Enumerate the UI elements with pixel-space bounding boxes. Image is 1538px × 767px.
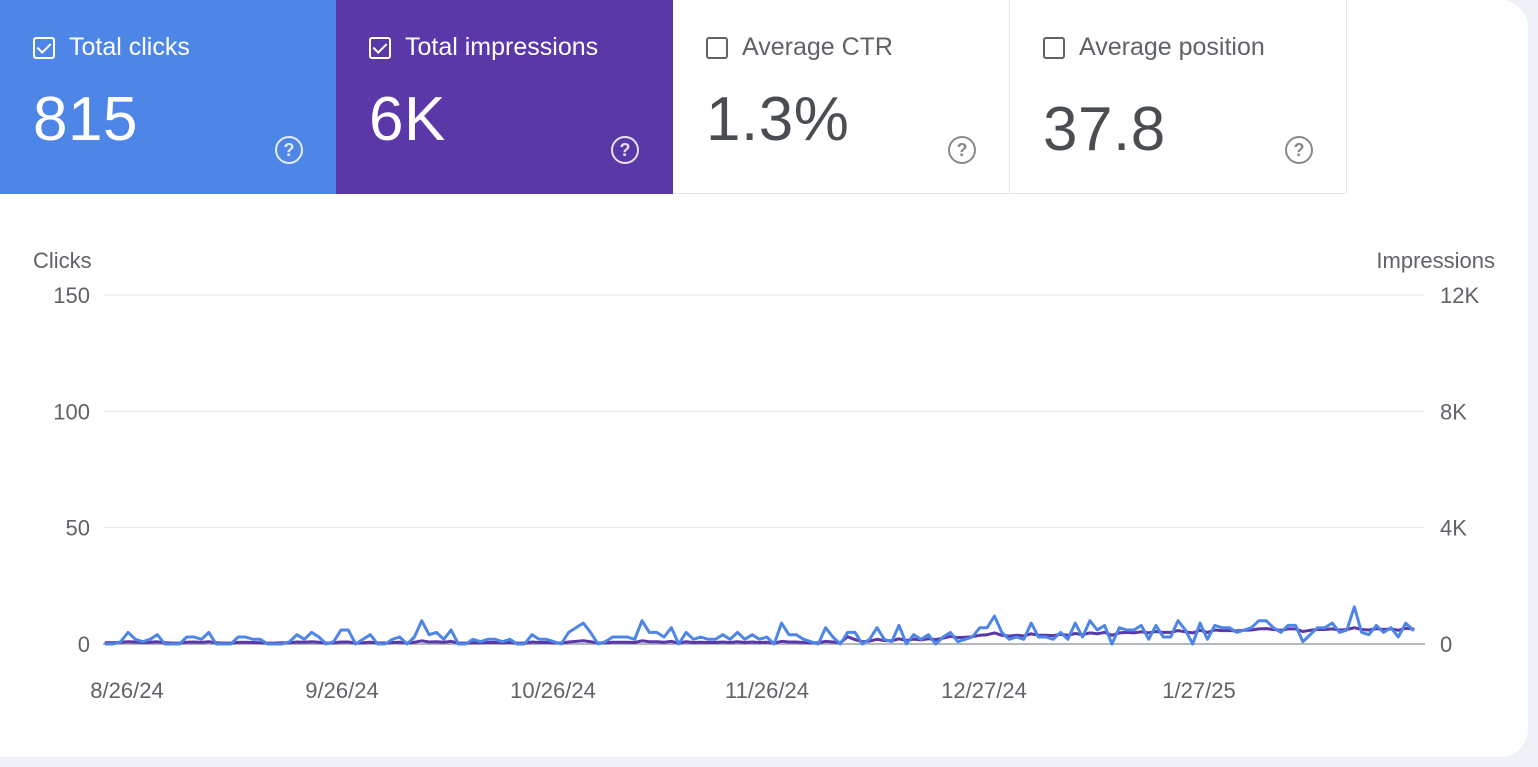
y-left-tick-label: 0 bbox=[78, 632, 90, 657]
metric-header: Average CTR bbox=[706, 33, 893, 62]
metric-value: 37.8 bbox=[1043, 95, 1166, 164]
metric-tile-average-ctr[interactable]: Average CTR 1.3% ? bbox=[673, 0, 1010, 194]
checkbox-checked-icon[interactable] bbox=[33, 36, 55, 59]
series-line-clicks bbox=[104, 605, 1415, 646]
checkbox-unchecked-icon[interactable] bbox=[1043, 36, 1065, 59]
checkbox-unchecked-icon[interactable] bbox=[706, 36, 728, 59]
metric-header: Total clicks bbox=[33, 33, 190, 62]
x-tick-label: 10/26/24 bbox=[510, 678, 596, 703]
x-tick-label: 8/26/24 bbox=[90, 678, 163, 703]
help-icon[interactable]: ? bbox=[948, 136, 976, 164]
metric-tile-average-position[interactable]: Average position 37.8 ? bbox=[1010, 0, 1347, 194]
metric-tile-total-clicks[interactable]: Total clicks 815 ? bbox=[0, 0, 336, 194]
x-tick-label: 11/26/24 bbox=[725, 678, 809, 703]
y-left-tick-label: 150 bbox=[53, 283, 90, 308]
y-right-tick-label: 8K bbox=[1440, 399, 1467, 424]
y-left-tick-label: 50 bbox=[66, 516, 90, 541]
metric-label: Total impressions bbox=[405, 33, 599, 61]
metric-header: Average position bbox=[1043, 33, 1265, 62]
x-tick-label: 12/27/24 bbox=[941, 678, 1027, 703]
y-right-tick-label: 12K bbox=[1440, 283, 1479, 308]
metric-label: Average CTR bbox=[742, 33, 893, 61]
help-icon[interactable]: ? bbox=[611, 136, 639, 164]
metric-label: Total clicks bbox=[69, 33, 190, 61]
y-right-tick-label: 4K bbox=[1440, 516, 1467, 541]
metric-label: Average position bbox=[1079, 33, 1265, 61]
y-axis-right-label: Impressions bbox=[1376, 248, 1495, 273]
help-icon[interactable]: ? bbox=[275, 136, 303, 164]
checkbox-checked-icon[interactable] bbox=[369, 36, 391, 59]
metric-header: Total impressions bbox=[369, 33, 598, 62]
metric-tile-total-impressions[interactable]: Total impressions 6K ? bbox=[336, 0, 673, 194]
metric-value: 6K bbox=[369, 85, 446, 154]
y-right-tick-label: 0 bbox=[1440, 632, 1452, 657]
x-tick-label: 9/26/24 bbox=[305, 678, 378, 703]
x-tick-label: 1/27/25 bbox=[1162, 678, 1235, 703]
y-left-tick-label: 100 bbox=[53, 399, 90, 424]
y-axis-left-label: Clicks bbox=[33, 248, 92, 273]
metric-value: 1.3% bbox=[706, 85, 850, 154]
help-icon[interactable]: ? bbox=[1285, 136, 1313, 164]
metric-value: 815 bbox=[33, 85, 138, 154]
